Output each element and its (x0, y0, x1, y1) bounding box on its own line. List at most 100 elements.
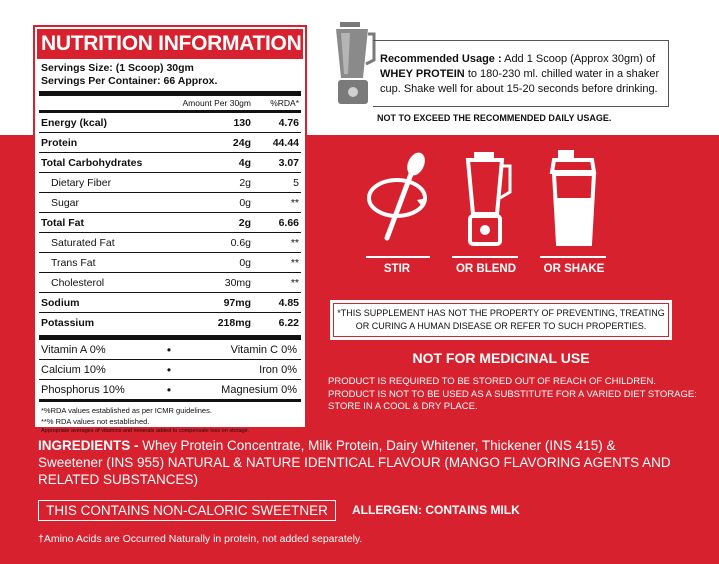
divider (39, 292, 301, 293)
divider (540, 256, 606, 258)
bullet: • (166, 362, 172, 377)
divider (39, 252, 301, 253)
disclaimer-box: *THIS SUPPLEMENT HAS NOT THE PROPERTY OF… (330, 300, 672, 340)
nutrient-row-trans-fat: Trans Fat 0g ** (39, 253, 301, 272)
nutrient-rda: 5 (293, 176, 299, 189)
nutrient-label: Trans Fat (51, 256, 96, 269)
nutrient-rda: 4.85 (278, 296, 299, 309)
amino-acid-note: †Amino Acids are Occurred Naturally in p… (38, 533, 363, 545)
nutrient-amount: 2g (238, 216, 251, 229)
vitamin-right: Magnesium 0% (221, 383, 297, 396)
divider (39, 272, 301, 273)
nutrient-amount: 0.6g (230, 236, 251, 249)
method-blend-label: OR BLEND (455, 263, 517, 275)
stir-spoon-icon (367, 152, 427, 241)
nutrient-rda: ** (290, 196, 299, 209)
divider (39, 152, 301, 153)
nutrient-amount: 2g (239, 176, 251, 189)
nutrient-label: Cholesterol (51, 276, 105, 289)
vitamin-left: Vitamin A 0% (41, 343, 106, 356)
nutrient-row-sugar: Sugar 0g ** (39, 193, 301, 212)
nutrient-row-cholesterol: Cholesterol 30mg ** (39, 273, 301, 292)
nutrient-rda: 3.07 (278, 156, 299, 169)
method-shake-label: OR SHAKE (543, 263, 605, 275)
sweetener-note: THIS CONTAINS NON-CALORIC SWEETNER (38, 500, 336, 521)
divider (39, 132, 301, 133)
header-amount: Amount Per 30gm (182, 98, 251, 108)
usage-text-2: to 180-230 ml. chilled water in a shaker… (380, 68, 660, 95)
nutrient-label: Potassium (41, 316, 95, 329)
nutrient-label: Sugar (51, 196, 80, 209)
vitamin-row: Vitamin A 0% • Vitamin C 0% (39, 340, 301, 359)
vitamin-left: Calcium 10% (41, 363, 106, 376)
divider (39, 192, 301, 193)
divider (39, 212, 301, 213)
nutrition-header-row: Amount Per 30gm %RDA* (39, 96, 301, 110)
nutrient-label: Energy (kcal) (41, 116, 107, 129)
nutrient-label: Protein (41, 136, 78, 149)
nutrient-amount: 30mg (224, 276, 251, 289)
divider (39, 379, 301, 380)
nutrient-rda: 44.44 (272, 136, 299, 149)
nutrient-rda: ** (290, 236, 299, 249)
divider (39, 232, 301, 233)
nutrient-amount: 24g (232, 136, 251, 149)
nutrient-rda: 4.76 (278, 116, 299, 129)
nutrient-label: Sodium (41, 296, 80, 309)
nutrient-row-fiber: Dietary Fiber 2g 5 (39, 173, 301, 192)
nutrient-row-protein: Protein 24g 44.44 (39, 133, 301, 152)
vitamin-right: Vitamin C 0% (230, 343, 297, 356)
divider (39, 359, 301, 360)
nutrient-label: Dietary Fiber (51, 176, 112, 189)
usage-text: Recommended Usage : Add 1 Scoop (Approx … (380, 52, 665, 97)
nutrient-amount: 130 (233, 116, 251, 129)
divider (39, 172, 301, 173)
blender-icon (336, 22, 376, 104)
ingredients-text: Whey Protein Concentrate, Milk Protein, … (38, 438, 671, 487)
vitamin-row: Phosphorus 10% • Magnesium 0% (39, 380, 301, 399)
nutrient-row-sodium: Sodium 97mg 4.85 (39, 293, 301, 312)
nutrition-title: NUTRITION INFORMATION (37, 29, 303, 59)
shaker-icon (549, 150, 597, 246)
usage-box (373, 40, 669, 107)
nutrient-amount: 4g (238, 156, 251, 169)
allergen-note: ALLERGEN: CONTAINS MILK (352, 503, 520, 517)
ingredients-label: INGREDIENTS - (38, 438, 143, 453)
nutrient-amount: 0g (239, 196, 251, 209)
footnote-not-established: **% RDA values not established. (41, 417, 150, 426)
method-stir-label: STIR (383, 263, 411, 275)
usage-label: Recommended Usage : (380, 53, 502, 65)
nutrient-amount: 218mg (217, 316, 251, 329)
storage-text: PRODUCT IS REQUIRED TO BE STORED OUT OF … (328, 376, 697, 412)
usage-text-1: Add 1 Scoop (Approx 30gm) of (501, 53, 656, 65)
footnote-averages: Appropriate averages of vitamins and min… (41, 428, 250, 434)
usage-product: WHEY PROTEIN (380, 68, 465, 80)
usage-warning: NOT TO EXCEED THE RECOMMENDED DAILY USAG… (377, 113, 612, 123)
vitamin-left: Phosphorus 10% (41, 383, 125, 396)
nutrient-label: Saturated Fat (51, 236, 115, 249)
nutrient-amount: 0g (239, 256, 251, 269)
bullet: • (166, 342, 172, 357)
divider (452, 256, 518, 258)
vitamin-row: Calcium 10% • Iron 0% (39, 360, 301, 379)
nutrient-row-carbs: Total Carbohydrates 4g 3.07 (39, 153, 301, 172)
divider (39, 399, 301, 402)
nutrient-rda: ** (290, 256, 299, 269)
nutrient-label: Total Fat (41, 216, 84, 229)
nutrient-row-saturated-fat: Saturated Fat 0.6g ** (39, 233, 301, 252)
nutrition-panel: NUTRITION INFORMATION Servings Size: (1 … (33, 25, 307, 434)
divider (39, 335, 301, 340)
divider (39, 110, 301, 113)
nutrient-rda: 6.22 (278, 316, 299, 329)
nutrient-row-energy: Energy (kcal) 130 4.76 (39, 113, 301, 132)
blender-icon (465, 152, 512, 246)
nutrient-row-potassium: Potassium 218mg 6.22 (39, 313, 301, 332)
serving-size: Servings Size: (1 Scoop) 30gm (41, 62, 194, 74)
divider (366, 256, 430, 258)
divider (39, 91, 301, 96)
nutrient-row-total-fat: Total Fat 2g 6.66 (39, 213, 301, 232)
not-medicinal-heading: NOT FOR MEDICINAL USE (412, 350, 590, 366)
divider (39, 312, 301, 313)
nutrient-rda: 6.66 (278, 216, 299, 229)
nutrient-label: Total Carbohydrates (41, 156, 143, 169)
